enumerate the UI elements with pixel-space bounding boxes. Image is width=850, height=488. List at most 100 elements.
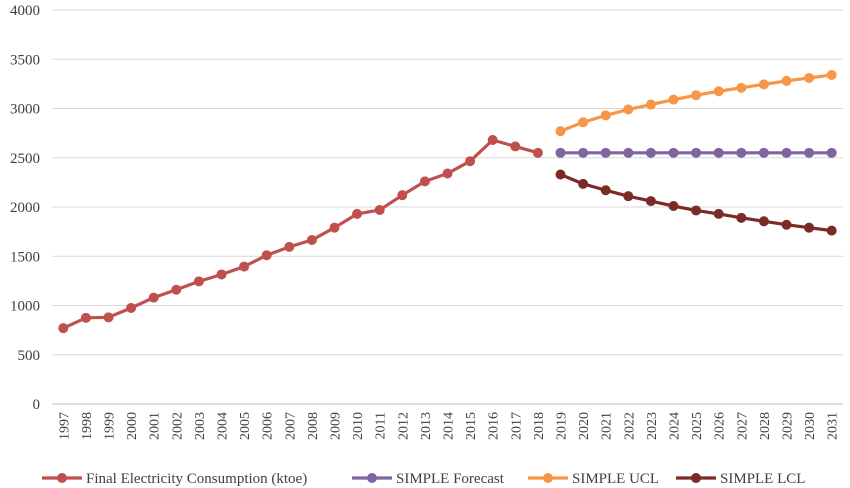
data-point (758, 216, 769, 227)
legend-item: SIMPLE Forecast (352, 471, 505, 487)
legend-item: SIMPLE UCL (528, 471, 659, 487)
x-tick-label: 2010 (351, 412, 366, 440)
x-tick-label: 2006 (261, 412, 276, 440)
x-tick-label: 2008 (306, 412, 321, 440)
series-line (62, 138, 539, 330)
data-point (645, 99, 656, 110)
data-point (826, 225, 837, 236)
x-tick-label: 2020 (577, 412, 592, 440)
x-tick-label: 2025 (690, 412, 705, 440)
data-point (804, 222, 815, 233)
y-axis-tick-labels: 0 500 1000 1500 2000 2500 3000 3500 4000 (10, 3, 40, 413)
legend-label: SIMPLE LCL (720, 471, 805, 487)
x-tick-label: 2012 (396, 412, 411, 440)
data-point (691, 90, 702, 101)
y-tick-label: 500 (18, 348, 41, 364)
data-point (578, 117, 589, 128)
series-group (58, 70, 837, 334)
x-tick-label: 2015 (464, 412, 479, 440)
data-point (374, 204, 385, 215)
data-point (668, 147, 679, 158)
x-tick-label: 2000 (125, 412, 140, 440)
data-point (758, 147, 769, 158)
data-point (758, 79, 769, 90)
x-tick-label: 2026 (713, 412, 728, 440)
data-point (713, 86, 724, 97)
data-point (600, 147, 611, 158)
data-point (578, 147, 589, 158)
x-tick-label: 2023 (645, 412, 660, 440)
data-point (555, 169, 566, 180)
x-tick-label: 2003 (193, 412, 208, 440)
data-point (555, 147, 566, 158)
x-tick-label: 2016 (487, 412, 502, 440)
legend-item: Final Electricity Consumption (ktoe) (42, 471, 307, 487)
x-tick-label: 2007 (283, 412, 298, 440)
x-tick-label: 2030 (803, 412, 818, 440)
series-0 (58, 135, 543, 334)
data-point (645, 196, 656, 207)
x-tick-label: 2002 (170, 412, 185, 440)
data-point (645, 147, 656, 158)
data-point (397, 190, 408, 201)
x-tick-label: 2031 (826, 412, 841, 440)
data-point (193, 276, 204, 287)
data-point (103, 312, 114, 323)
x-tick-label: 2013 (419, 412, 434, 440)
y-tick-label: 1500 (10, 249, 40, 265)
series-1 (555, 147, 837, 158)
data-point (239, 261, 250, 272)
x-tick-label: 2018 (532, 412, 547, 440)
data-point (668, 94, 679, 105)
data-point (126, 302, 137, 313)
legend-swatch-marker (543, 473, 553, 483)
data-point (600, 110, 611, 121)
y-tick-label: 1000 (10, 299, 40, 315)
x-tick-label: 2024 (668, 412, 683, 440)
x-tick-label: 2019 (555, 412, 570, 440)
data-point (736, 212, 747, 223)
legend-swatch-marker (691, 473, 701, 483)
data-point (80, 312, 91, 323)
data-point (261, 250, 272, 261)
data-point (465, 156, 476, 167)
legend-swatch-marker (367, 473, 377, 483)
x-tick-label: 2028 (758, 412, 773, 440)
data-point (148, 292, 159, 303)
data-point (781, 75, 792, 86)
y-tick-label: 2000 (10, 200, 40, 216)
data-point (804, 147, 815, 158)
data-point (781, 147, 792, 158)
data-point (352, 208, 363, 219)
data-point (713, 208, 724, 219)
data-point (284, 241, 295, 252)
data-point (487, 135, 498, 146)
data-point (713, 147, 724, 158)
x-tick-label: 2009 (329, 412, 344, 440)
x-tick-label: 2004 (216, 412, 231, 440)
x-tick-label: 1998 (80, 412, 95, 440)
data-point (691, 205, 702, 216)
data-point (419, 176, 430, 187)
legend-label: SIMPLE Forecast (396, 471, 505, 487)
data-point (623, 147, 634, 158)
data-point (442, 168, 453, 179)
data-point (781, 219, 792, 230)
data-point (691, 147, 702, 158)
x-tick-label: 2001 (148, 412, 163, 440)
data-point (216, 269, 227, 280)
x-tick-label: 2021 (600, 412, 615, 440)
y-tick-label: 4000 (10, 3, 40, 19)
data-point (58, 323, 69, 334)
x-tick-label: 2029 (781, 412, 796, 440)
x-tick-label: 2017 (509, 412, 524, 440)
data-point (826, 70, 837, 81)
data-point (171, 284, 182, 295)
x-tick-label: 2011 (374, 412, 389, 439)
data-point (329, 222, 340, 233)
legend-swatch-marker (57, 473, 67, 483)
data-point (826, 147, 837, 158)
legend-item: SIMPLE LCL (676, 471, 805, 487)
legend-label: Final Electricity Consumption (ktoe) (86, 471, 307, 487)
data-point (736, 82, 747, 93)
